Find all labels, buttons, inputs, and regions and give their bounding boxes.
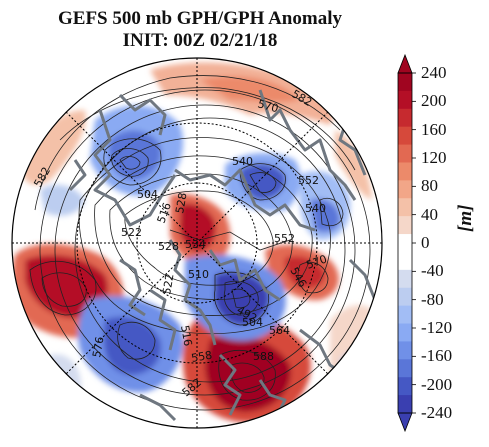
map-frame [11,57,383,429]
contour-label: 570 [256,97,280,115]
colorbar-swatch [398,395,412,414]
map-title: GEFS 500 mb GPH/GPH Anomaly [58,8,342,29]
contour-label: 588 [253,350,274,363]
colorbar-swatch [398,73,412,92]
colorbar-max-extension [397,53,413,74]
colorbar-tick-label: -40 [421,261,444,281]
contour-label: 510 [188,268,209,281]
colorbar-swatch [398,234,412,253]
colorbar-swatch [398,341,412,360]
contour-label: 564 [269,324,290,337]
colorbar-tick-label: -160 [421,346,453,366]
contour-label: 540 [232,155,253,168]
contour-label: 528 [173,192,189,215]
colorbar-swatch [398,126,412,146]
map-subtitle: INIT: 00Z 02/21/18 [122,30,278,51]
contour-label: 552 [274,232,295,245]
colorbar-unit: [m] [455,204,476,232]
colorbar-tick-label: 80 [421,176,438,196]
colorbar-tick-label: 200 [421,91,447,111]
colorbar-swatch [398,377,412,396]
colorbar-swatch [398,287,412,307]
colorbar-min-extension [397,412,413,433]
anomaly-field: 582 570 540 552 540 504 516 528 522 528 … [12,58,382,428]
height-contours [29,75,371,411]
colorbar-tick-label: 40 [421,204,438,224]
colorbar-tick-label: 120 [421,148,447,167]
contour-label: 576 [90,336,106,359]
colorbar-swatch [398,162,412,181]
contour-label: 552 [298,174,319,187]
contour-label: 528 [158,240,179,253]
colorbar [397,53,416,433]
colorbar-swatch [398,305,412,325]
contour-label: 522 [121,226,142,239]
contour-label: 504 [137,188,158,201]
colorbar-tick-label: -120 [421,318,453,337]
contour-label: 516 [178,324,194,347]
colorbar-swatch [398,198,412,217]
graticule [12,58,382,428]
colorbar-swatch [398,359,412,378]
colorbar-tick-label: -200 [421,374,453,394]
colorbar-swatch [398,144,412,163]
contour-label: 540 [305,202,326,215]
colorbar-tick-label: -240 [421,403,453,422]
colorbar-swatch [398,108,412,128]
colorbar-tick-label: 240 [421,63,447,82]
contour-label: 522 [160,273,176,296]
colorbar-swatch [398,269,412,289]
contour-label: 558 [190,349,213,365]
colorbar-tick-label: 0 [421,233,430,252]
contour-label: 504 [242,316,263,329]
colorbar-tick-label: -80 [421,289,444,309]
colorbar-tick-label: 160 [421,119,447,139]
contour-label: 534 [185,238,206,251]
colorbar-swatch [398,323,412,342]
colorbar-swatch [398,180,412,199]
colorbar-swatch [398,216,412,235]
colorbar-swatch [398,251,412,271]
colorbar-swatch [398,90,412,110]
